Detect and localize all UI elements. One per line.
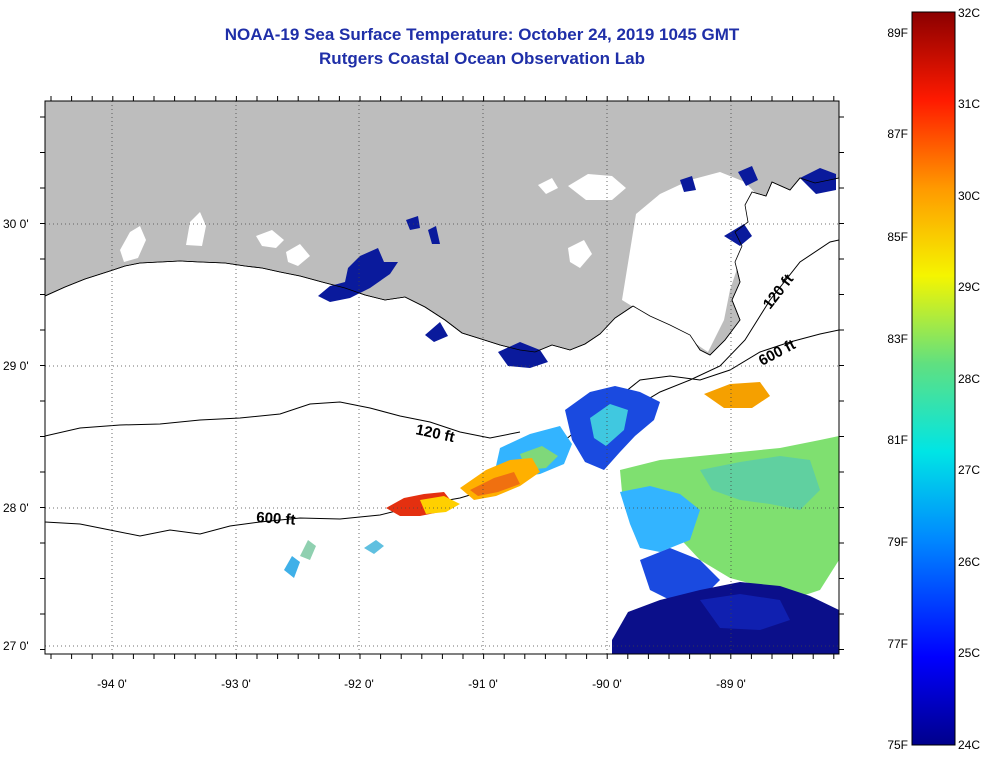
lat-label-30: 30 0' xyxy=(3,217,29,231)
frame-ticks xyxy=(40,96,844,659)
lon-label-94: -94 0' xyxy=(97,677,127,691)
colorbar-label-25c: 25C xyxy=(958,646,980,660)
lon-label-93: -93 0' xyxy=(221,677,251,691)
lon-label-89: -89 0' xyxy=(716,677,746,691)
graticule xyxy=(45,101,839,654)
colorbar-label-85f: 85F xyxy=(887,230,908,244)
colorbar-label-24c: 24C xyxy=(958,738,980,752)
colorbar-label-83f: 83F xyxy=(887,332,908,346)
lon-label-91: -91 0' xyxy=(468,677,498,691)
lon-label-92: -92 0' xyxy=(344,677,374,691)
colorbar-label-26c: 26C xyxy=(958,555,980,569)
lat-label-28: 28 0' xyxy=(3,501,29,515)
map-subtitle: Rutgers Coastal Ocean Observation Lab xyxy=(319,49,645,68)
colorbar-label-31c: 31C xyxy=(958,97,980,111)
temperature-colorbar xyxy=(911,11,956,746)
map-panel: 120 ft 600 ft 120 ft 600 ft xyxy=(45,101,839,654)
colorbar-label-87f: 87F xyxy=(887,127,908,141)
colorbar-label-89f: 89F xyxy=(887,26,908,40)
map-title: NOAA-19 Sea Surface Temperature: October… xyxy=(224,25,740,44)
colorbar-label-81f: 81F xyxy=(887,433,908,447)
colorbar-label-32c: 32C xyxy=(958,6,980,20)
contour-120ft-west xyxy=(45,401,521,439)
colorbar-label-29c: 29C xyxy=(958,280,980,294)
colorbar-label-79f: 79F xyxy=(887,535,908,549)
lon-label-90: -90 0' xyxy=(592,677,622,691)
colorbar-label-75f: 75F xyxy=(887,738,908,752)
land-cloud-patches xyxy=(120,172,760,352)
coastline xyxy=(45,177,839,356)
colorbar-label-30c: 30C xyxy=(958,189,980,203)
colorbar-label-77f: 77F xyxy=(887,637,908,651)
sst-data xyxy=(284,166,839,654)
lat-label-29: 29 0' xyxy=(3,359,29,373)
colorbar-label-27c: 27C xyxy=(958,463,980,477)
contour-label-600ft-west: 600 ft xyxy=(256,509,296,529)
lat-label-27: 27 0' xyxy=(3,639,29,653)
colorbar-label-28c: 28C xyxy=(958,372,980,386)
